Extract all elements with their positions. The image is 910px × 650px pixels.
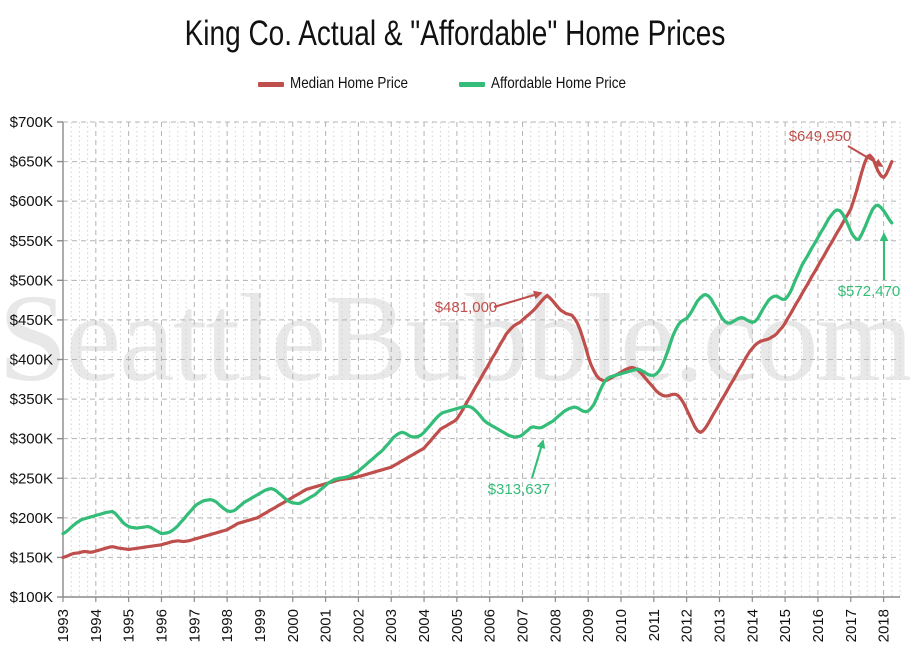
- annotation-arrow: [847, 145, 884, 167]
- x-tick-label: 2015: [777, 609, 794, 642]
- x-tick-label: 2003: [383, 609, 400, 642]
- legend-label-median: Median Home Price: [290, 75, 409, 92]
- series-line-affordable-home-price: [61, 203, 894, 536]
- x-tick-label: 2009: [580, 609, 597, 642]
- chart-annotations: $649,950 $481,000 $313,637 $572,470: [435, 128, 901, 498]
- y-tick-label: $300K: [10, 431, 53, 448]
- annotation-arrow: [493, 290, 543, 309]
- series-line-median-home-price: [61, 153, 894, 560]
- legend-item-median[interactable]: Median Home Price: [258, 75, 431, 93]
- annotation-label: $572,470: [838, 283, 901, 300]
- x-tick-label: 2016: [810, 609, 827, 642]
- y-tick-label: $350K: [10, 391, 53, 408]
- x-tick-label: 2017: [843, 609, 860, 642]
- y-tick-label: $550K: [10, 233, 53, 250]
- legend-swatch-affordable: [458, 81, 485, 87]
- x-tick-label: 1995: [121, 609, 138, 642]
- y-tick-label: $450K: [10, 312, 53, 329]
- x-tick-label: 1999: [252, 609, 269, 642]
- x-axis-ticks: 1993 1994 1995 1996 1997 1998 1999 2000 2001 2002…: [55, 597, 893, 642]
- x-tick-label: 1993: [55, 609, 72, 642]
- x-tick-label: 1998: [219, 609, 236, 642]
- y-tick-label: $600K: [10, 193, 53, 210]
- y-axis-ticks: $700K $650K $600K $550K $500K $450K $400K $350K…: [10, 114, 63, 606]
- annotation-arrow: [530, 439, 546, 479]
- x-tick-label: 2002: [350, 609, 367, 642]
- x-tick-label: 2006: [482, 609, 499, 642]
- watermark: SeattleBubble.com: [0, 270, 910, 408]
- y-tick-label: $150K: [10, 549, 53, 566]
- x-tick-label: 2012: [679, 609, 696, 642]
- y-tick-label: $500K: [10, 272, 53, 289]
- x-tick-label: 1997: [186, 609, 203, 642]
- chart-title: King Co. Actual & "Affordable" Home Pric…: [184, 14, 726, 53]
- x-tick-label: 2000: [285, 609, 302, 642]
- legend-swatch-median: [258, 81, 285, 87]
- x-tick-label: 2018: [876, 609, 893, 642]
- legend-item-affordable[interactable]: Affordable Home Price: [458, 75, 652, 93]
- y-tick-label: $650K: [10, 154, 53, 171]
- x-tick-label: 2014: [744, 609, 761, 642]
- y-tick-label: $200K: [10, 510, 53, 527]
- legend-label-affordable: Affordable Home Price: [490, 75, 626, 92]
- x-tick-label: 2004: [416, 609, 433, 642]
- x-tick-label: 1994: [88, 609, 105, 642]
- x-tick-label: 2005: [449, 609, 466, 642]
- chart-legend: Median Home Price Affordable Home Price: [0, 75, 910, 93]
- x-tick-label: 2011: [646, 609, 663, 641]
- x-tick-label: 2010: [613, 609, 630, 642]
- x-tick-label: 2001: [318, 609, 335, 642]
- y-tick-label: $250K: [10, 470, 53, 487]
- annotation-label: $481,000: [435, 299, 498, 316]
- y-tick-label: $700K: [10, 114, 53, 131]
- y-tick-label: $100K: [10, 589, 53, 606]
- watermark-text: SeattleBubble.com: [0, 270, 910, 408]
- x-tick-label: 2008: [547, 609, 564, 642]
- annotation-label: $649,950: [789, 128, 852, 145]
- chart-series: [61, 153, 894, 560]
- x-tick-label: 2013: [711, 609, 728, 642]
- annotation-label: $313,637: [488, 481, 551, 498]
- x-tick-label: 2007: [515, 609, 532, 642]
- x-tick-label: 1996: [153, 609, 170, 642]
- y-tick-label: $400K: [10, 352, 53, 369]
